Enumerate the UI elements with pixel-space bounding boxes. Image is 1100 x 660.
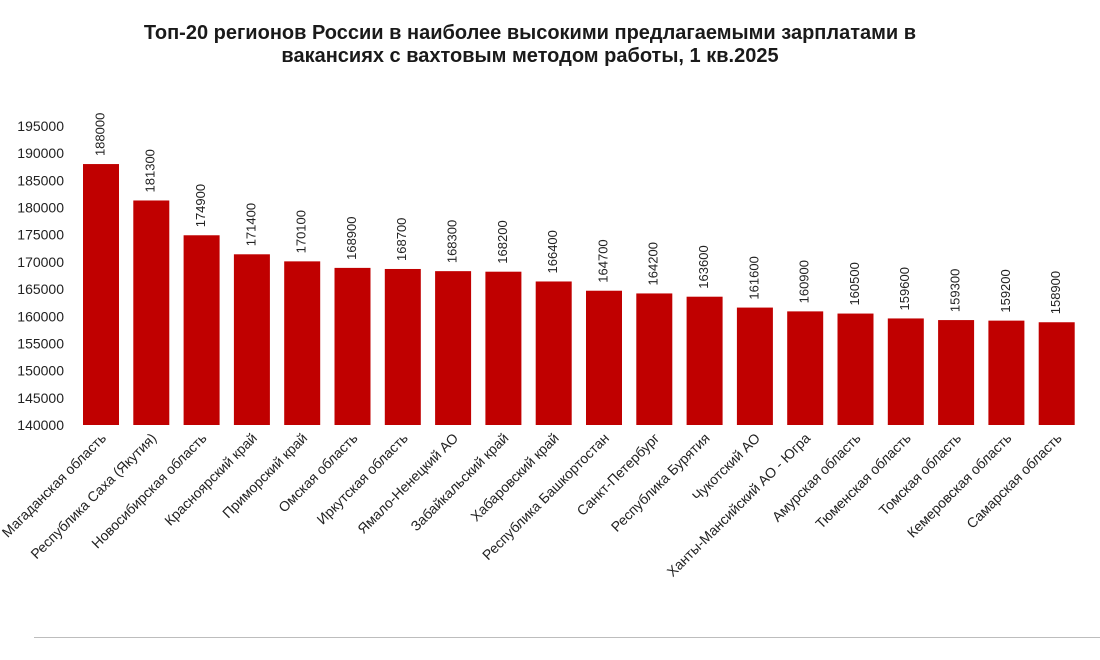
category-label: Приморский край — [219, 430, 310, 521]
y-tick-label: 175000 — [17, 227, 64, 243]
category-label: Ямало-Ненецкий АО — [354, 430, 461, 537]
y-tick-label: 145000 — [17, 390, 64, 406]
y-axis: 140000 145000 150000 155000 160000 165000 1700… — [17, 118, 64, 433]
category-label: Красноярский край — [161, 430, 260, 529]
value-labels: 188000 181300 174900 171400 170100 168900 1687… — [92, 113, 1063, 315]
bar — [133, 200, 170, 425]
category-label: Тюменская область — [812, 430, 914, 532]
bar — [83, 164, 119, 425]
bar — [636, 293, 673, 425]
bar — [183, 235, 220, 425]
bar — [686, 296, 723, 425]
value-label: 168700 — [394, 218, 409, 261]
y-tick-label: 180000 — [17, 200, 64, 216]
value-label: 181300 — [143, 149, 158, 192]
bar — [887, 318, 924, 425]
category-label: Республика Бурятия — [608, 430, 713, 535]
value-label: 170100 — [294, 210, 309, 253]
value-label: 160500 — [847, 262, 862, 305]
bar — [485, 271, 522, 425]
y-tick-label: 195000 — [17, 118, 64, 134]
y-tick-label: 160000 — [17, 308, 64, 324]
y-tick-label: 190000 — [17, 145, 64, 161]
chart-title-line-1: Топ-20 регионов России в наиболее высоки… — [143, 22, 917, 44]
value-label: 188000 — [92, 113, 107, 156]
value-label: 168300 — [445, 220, 460, 263]
y-tick-label: 150000 — [17, 363, 64, 379]
y-tick-label: 165000 — [17, 281, 64, 297]
value-label: 159600 — [897, 267, 912, 310]
y-tick-label: 170000 — [17, 254, 64, 270]
value-label: 163600 — [696, 245, 711, 288]
bar — [736, 307, 773, 425]
bar — [787, 311, 824, 425]
bar — [938, 320, 975, 425]
bars — [83, 164, 1075, 425]
value-label: 161600 — [746, 256, 761, 299]
value-label: 159200 — [998, 269, 1013, 312]
y-tick-label: 155000 — [17, 335, 64, 351]
value-label: 164700 — [595, 239, 610, 282]
bar — [837, 313, 874, 425]
value-label: 168200 — [495, 220, 510, 263]
category-label: Хабаровский край — [467, 430, 561, 524]
category-label: Амурская область — [769, 430, 864, 525]
bar — [233, 254, 270, 425]
chart-title-line-2: вакансиях с вахтовым методом работы, 1 к… — [281, 45, 779, 67]
category-label: Забайкальский край — [407, 430, 511, 534]
value-label: 171400 — [243, 203, 258, 246]
chart-title: Топ-20 регионов России в наиболее высоки… — [0, 22, 1060, 68]
bar — [586, 290, 622, 425]
value-label: 160900 — [797, 260, 812, 303]
value-label: 159300 — [948, 269, 963, 312]
y-tick-label: 140000 — [17, 417, 64, 433]
y-tick-label: 185000 — [17, 172, 64, 188]
category-label: Иркутская область — [313, 430, 411, 528]
value-label: 166400 — [545, 230, 560, 273]
bar — [435, 271, 472, 425]
value-label: 158900 — [1048, 271, 1063, 314]
bar — [1038, 322, 1075, 425]
value-label: 168900 — [344, 216, 359, 259]
bar — [535, 281, 572, 425]
bottom-divider — [34, 637, 1100, 638]
category-label: Самарская область — [963, 430, 1065, 532]
bar — [988, 320, 1025, 425]
bar — [384, 268, 421, 425]
bar — [334, 267, 371, 425]
bar — [284, 261, 321, 425]
value-label: 164200 — [646, 242, 661, 285]
value-label: 174900 — [193, 184, 208, 227]
